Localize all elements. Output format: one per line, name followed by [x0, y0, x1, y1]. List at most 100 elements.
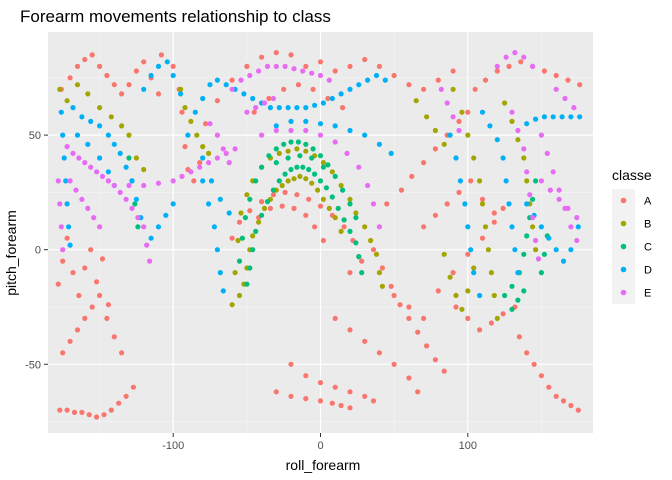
data-point	[288, 393, 294, 399]
data-point	[494, 137, 500, 143]
data-point	[182, 144, 188, 150]
data-point	[129, 178, 135, 184]
data-point	[335, 205, 341, 211]
series-E	[55, 50, 580, 264]
data-point	[155, 63, 162, 69]
x-axis-ticks: -100 0 100	[162, 433, 477, 452]
data-point	[141, 86, 147, 92]
data-point	[294, 164, 300, 170]
data-point	[126, 182, 132, 189]
data-point	[253, 178, 259, 184]
data-point	[450, 270, 456, 276]
data-point	[450, 86, 456, 92]
data-point	[164, 59, 170, 65]
data-point	[229, 77, 235, 83]
data-points	[55, 50, 583, 420]
data-point	[104, 315, 110, 321]
legend-swatch	[620, 220, 627, 227]
data-point	[200, 178, 206, 184]
data-point	[320, 196, 326, 202]
data-point	[362, 56, 368, 63]
data-point	[568, 114, 574, 120]
data-point	[521, 155, 527, 161]
data-point	[441, 251, 447, 257]
data-point	[148, 72, 154, 79]
data-point	[344, 150, 350, 156]
data-point	[250, 233, 256, 239]
data-point	[247, 196, 253, 202]
data-point	[338, 402, 344, 409]
y-tick-label: 50	[29, 130, 41, 142]
data-point	[273, 160, 279, 166]
data-point	[459, 109, 465, 115]
data-point	[185, 132, 191, 138]
data-point	[123, 393, 129, 399]
data-point	[415, 329, 421, 335]
data-point	[111, 82, 117, 88]
data-point	[55, 281, 61, 287]
data-point	[64, 144, 70, 150]
data-point	[456, 118, 462, 124]
data-point	[500, 155, 506, 161]
legend-label-C: C	[644, 242, 652, 254]
data-point	[170, 178, 176, 184]
data-point	[347, 196, 353, 202]
data-point	[376, 224, 382, 230]
data-point	[170, 201, 176, 207]
data-point	[60, 247, 66, 253]
data-point	[82, 160, 88, 166]
data-point	[338, 182, 344, 189]
data-point	[244, 109, 250, 115]
data-point	[329, 169, 335, 175]
data-point	[303, 148, 309, 154]
data-point	[303, 141, 309, 147]
data-point	[530, 215, 536, 221]
data-point	[126, 132, 132, 138]
data-point	[332, 139, 338, 145]
data-point	[391, 72, 397, 79]
data-point	[398, 187, 405, 193]
data-point	[99, 173, 106, 179]
data-point	[188, 169, 194, 175]
data-point	[503, 178, 509, 184]
data-point	[575, 407, 581, 413]
data-point	[85, 205, 91, 211]
data-point	[229, 235, 235, 241]
data-point	[441, 368, 447, 374]
data-point	[119, 91, 125, 97]
data-point	[285, 148, 291, 154]
data-point	[238, 77, 244, 83]
data-point	[575, 224, 581, 230]
data-point	[135, 224, 141, 230]
data-point	[282, 189, 288, 195]
data-point	[64, 235, 70, 241]
data-point	[264, 199, 271, 205]
data-point	[236, 219, 243, 225]
data-point	[281, 141, 287, 147]
data-point	[362, 132, 368, 138]
x-tick-label: -100	[162, 440, 184, 452]
data-point	[509, 306, 515, 312]
data-point	[391, 292, 397, 299]
data-point	[332, 315, 338, 321]
data-point	[155, 91, 162, 97]
data-point	[524, 121, 530, 127]
data-point	[244, 192, 250, 198]
data-point	[294, 105, 300, 111]
data-point	[565, 205, 571, 211]
data-point	[104, 72, 110, 79]
data-point	[479, 196, 486, 202]
data-point	[291, 205, 297, 211]
data-point	[97, 63, 103, 69]
data-point	[432, 146, 438, 152]
data-point	[105, 178, 111, 184]
data-point	[524, 350, 530, 356]
data-point	[553, 247, 559, 253]
data-point	[373, 251, 380, 257]
data-point	[421, 160, 427, 166]
data-point	[291, 176, 297, 182]
data-point	[170, 72, 176, 79]
data-point	[206, 160, 212, 166]
data-point	[568, 402, 574, 409]
data-point	[376, 141, 382, 147]
